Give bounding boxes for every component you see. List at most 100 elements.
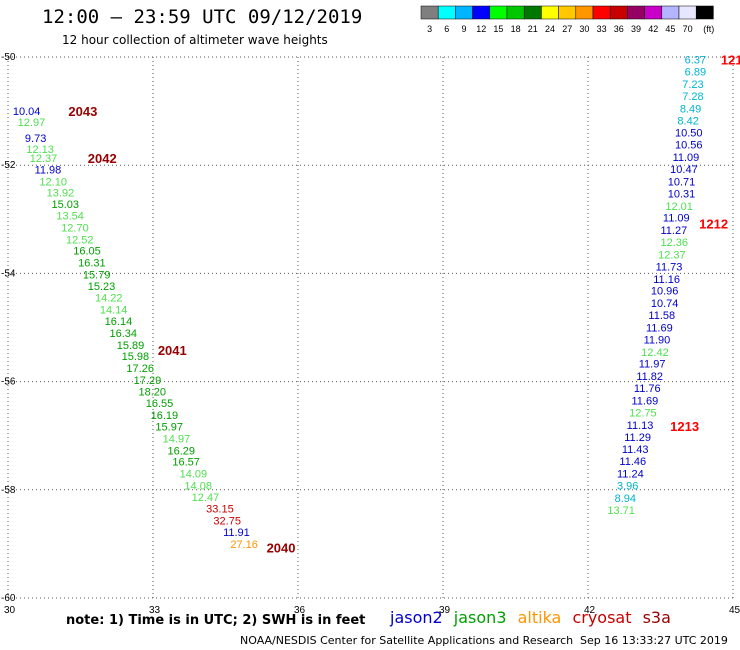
x-tick-label: 30 (4, 605, 16, 616)
wave-height-value: 16.05 (73, 246, 101, 258)
legend-jason2: jason2 (390, 608, 443, 627)
wave-height-value: 11.76 (634, 383, 661, 395)
wave-height-value: 14.97 (163, 433, 191, 445)
wave-height-value: 11.27 (661, 225, 688, 237)
wave-height-value: 11.91 (223, 527, 250, 539)
colorbar-label: 3 (427, 24, 432, 34)
colorbar-swatch (661, 5, 680, 20)
track-label: 1212 (699, 217, 728, 232)
wave-height-value: 12.97 (18, 117, 46, 129)
legend-altika: altika (517, 608, 562, 627)
wave-height-value: 14.08 (184, 480, 212, 492)
colorbar-label: 70 (683, 24, 693, 34)
wave-height-value: 12.75 (629, 407, 657, 419)
colorbar-swatch (609, 5, 628, 20)
wave-height-value: 11.69 (632, 396, 659, 408)
wave-height-value: 10.71 (668, 176, 696, 188)
wave-height-value: 11.69 (646, 323, 673, 335)
wave-height-value: 11.98 (35, 165, 62, 177)
colorbar-label: 30 (579, 24, 589, 34)
generated-timestamp: Sep 16 13:33:27 UTC 2019 (580, 634, 728, 647)
wave-height-value: 10.96 (651, 286, 679, 298)
footer-note: note: 1) Time is in UTC; 2) SWH is in fe… (66, 613, 366, 628)
wave-height-value: 17.26 (126, 363, 154, 375)
wave-height-value: 11.29 (624, 432, 651, 444)
wave-height-value: 12.47 (192, 492, 220, 504)
wave-height-value: 6.89 (685, 67, 706, 79)
wave-height-value: 16.14 (105, 316, 133, 328)
wave-height-value: 12.10 (39, 176, 67, 188)
x-tick-label: 36 (294, 605, 306, 616)
wave-height-value: 10.50 (675, 128, 703, 140)
track-label: 1213 (670, 419, 699, 434)
colorbar-swatch (678, 5, 697, 20)
track-label: 2040 (267, 541, 296, 556)
wave-height-value: 18.20 (139, 386, 167, 398)
wave-height-value: 12.37 (658, 249, 686, 261)
credit-text: NOAA/NESDIS Center for Satellite Applica… (240, 634, 574, 647)
wave-height-value: 12.42 (641, 347, 669, 359)
wave-height-value: 9.73 (25, 133, 46, 145)
wave-height-value: 12.70 (61, 222, 89, 234)
wave-height-value: 15.03 (52, 199, 80, 211)
colorbar-label: 9 (461, 24, 466, 34)
colorbar-swatch (472, 5, 491, 20)
colorbar-label: 33 (597, 24, 607, 34)
wave-height-value: 10.31 (668, 188, 696, 200)
wave-height-value: 11.13 (627, 420, 654, 432)
colorbar-label: 12 (476, 24, 486, 34)
colorbar-swatch (558, 5, 577, 20)
colorbar-label: 15 (493, 24, 503, 34)
wave-height-value: 7.28 (682, 91, 703, 103)
track-label: 2043 (68, 104, 97, 119)
wave-height-value: 11.58 (648, 310, 675, 322)
wave-height-value: 10.04 (13, 106, 41, 118)
colorbar-swatch (592, 5, 611, 20)
wave-height-value: 11.09 (663, 213, 690, 225)
wave-height-value: 17.29 (134, 375, 162, 387)
colorbar-label: 36 (614, 24, 624, 34)
wave-height-value: 11.43 (622, 444, 649, 456)
wave-height-value: 3.96 (617, 480, 638, 492)
wave-height-value: 11.24 (617, 469, 644, 481)
page-subtitle: 12 hour collection of altimeter wave hei… (62, 33, 328, 47)
wave-height-value: 12.37 (30, 153, 58, 165)
wave-height-value: 16.57 (172, 457, 200, 469)
track-label: 2042 (88, 151, 117, 166)
y-tick-label: -50 (1, 52, 16, 63)
wave-height-value: 14.14 (100, 305, 128, 317)
wave-height-value: 16.55 (146, 398, 174, 410)
wave-height-value: 12.36 (661, 237, 689, 249)
wave-height-value: 11.16 (653, 274, 680, 286)
colorbar-label: 39 (631, 24, 641, 34)
y-tick-label: -58 (1, 485, 16, 496)
wave-height-value: 6.37 (685, 55, 706, 67)
wave-height-value: 7.23 (682, 79, 703, 91)
colorbar-label: (ft) (703, 24, 714, 34)
x-tick-label: 33 (149, 605, 161, 616)
x-tick-label: 45 (729, 605, 740, 616)
wave-height-value: 15.79 (83, 269, 111, 281)
y-tick-label: -52 (1, 160, 16, 171)
colorbar-swatch (489, 5, 508, 20)
wave-height-value: 10.74 (651, 298, 679, 310)
colorbar-swatch (523, 5, 542, 20)
page-title: 12:00 – 23:59 UTC 09/12/2019 (42, 6, 363, 28)
wave-height-value: 14.22 (95, 293, 123, 305)
y-tick-label: -54 (1, 268, 16, 279)
wave-height-value: 12.52 (66, 234, 94, 246)
wave-height-value: 13.71 (607, 505, 635, 517)
wave-height-value: 11.82 (636, 371, 663, 383)
legend-s3a: s3a (642, 608, 671, 627)
colorbar-swatch (541, 5, 559, 20)
wave-height-value: 16.31 (78, 258, 106, 270)
wave-height-value: 11.90 (644, 334, 671, 346)
wave-height-value: 8.42 (677, 115, 698, 127)
wave-height-value: 15.23 (88, 281, 116, 293)
wave-height-value: 12.13 (26, 144, 54, 156)
colorbar-label: 24 (545, 24, 555, 34)
wave-height-value: 15.98 (122, 351, 150, 363)
legend-cryosat: cryosat (572, 608, 632, 627)
track-label: 121 (721, 53, 740, 68)
